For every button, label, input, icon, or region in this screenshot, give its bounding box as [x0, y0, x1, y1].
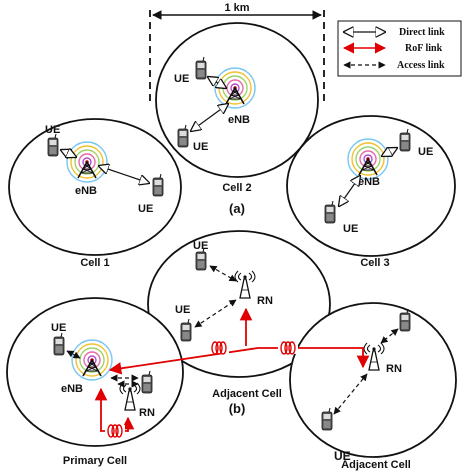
ue-label: UE — [175, 304, 190, 316]
direct-link — [208, 77, 226, 88]
ue-label: UE — [193, 141, 208, 153]
cell-1: eNB UE UE — [8, 118, 182, 256]
direct-link — [99, 166, 149, 183]
direct-link — [382, 148, 397, 156]
enb-label: eNB — [61, 383, 83, 395]
adjacent-cell-top: RN UE UE — [147, 230, 331, 378]
legend: Direct link RoF link Access link — [337, 20, 462, 77]
scale-bar: 1 km — [149, 2, 325, 105]
enb-label: eNB — [228, 114, 250, 126]
ue-label: UE — [45, 124, 60, 136]
primary-cell: eNB UE RN — [6, 297, 184, 447]
ue-label: UE — [51, 322, 66, 334]
cell-3: eNB UE UE — [286, 115, 456, 257]
legend-rof-label: RoF link — [405, 43, 443, 54]
cell-2-label: Cell 2 — [222, 182, 251, 194]
direct-link — [61, 150, 76, 157]
enb-label: eNB — [75, 185, 97, 197]
enb-label: eNB — [358, 176, 380, 188]
cell-3-label: Cell 3 — [360, 257, 389, 269]
rn-label: RN — [386, 363, 402, 375]
adjacent-cell-right: RN UE — [289, 302, 457, 463]
legend-access-label: Access link — [397, 60, 445, 71]
part-a-label: (a) — [229, 201, 245, 216]
primary-cell-label: Primary Cell — [63, 455, 127, 467]
cell-1-label: Cell 1 — [80, 257, 109, 269]
access-link — [380, 328, 399, 344]
adjacent-cell-right-label: Adjacent Cell — [341, 459, 411, 471]
rn-label: RN — [257, 295, 273, 307]
access-link — [209, 265, 237, 282]
ue-label: UE — [343, 223, 358, 235]
direct-link — [191, 104, 228, 131]
legend-direct-label: Direct link — [399, 27, 445, 38]
scale-label: 1 km — [224, 2, 249, 14]
access-link — [66, 350, 81, 359]
adjacent-cell-top-label: Adjacent Cell — [212, 388, 282, 400]
access-link — [333, 373, 368, 415]
access-link — [194, 299, 237, 328]
ue-label: UE — [138, 203, 153, 215]
part-b-label: (b) — [229, 401, 246, 416]
rof-links — [94, 307, 370, 438]
cell-2: eNB UE UE — [155, 22, 319, 178]
direct-link — [339, 176, 360, 206]
ue-label: UE — [193, 240, 208, 252]
ue-label: UE — [418, 146, 433, 158]
rn-label: RN — [139, 407, 155, 419]
ue-label: UE — [174, 73, 189, 85]
ue-label: UE — [334, 449, 351, 463]
